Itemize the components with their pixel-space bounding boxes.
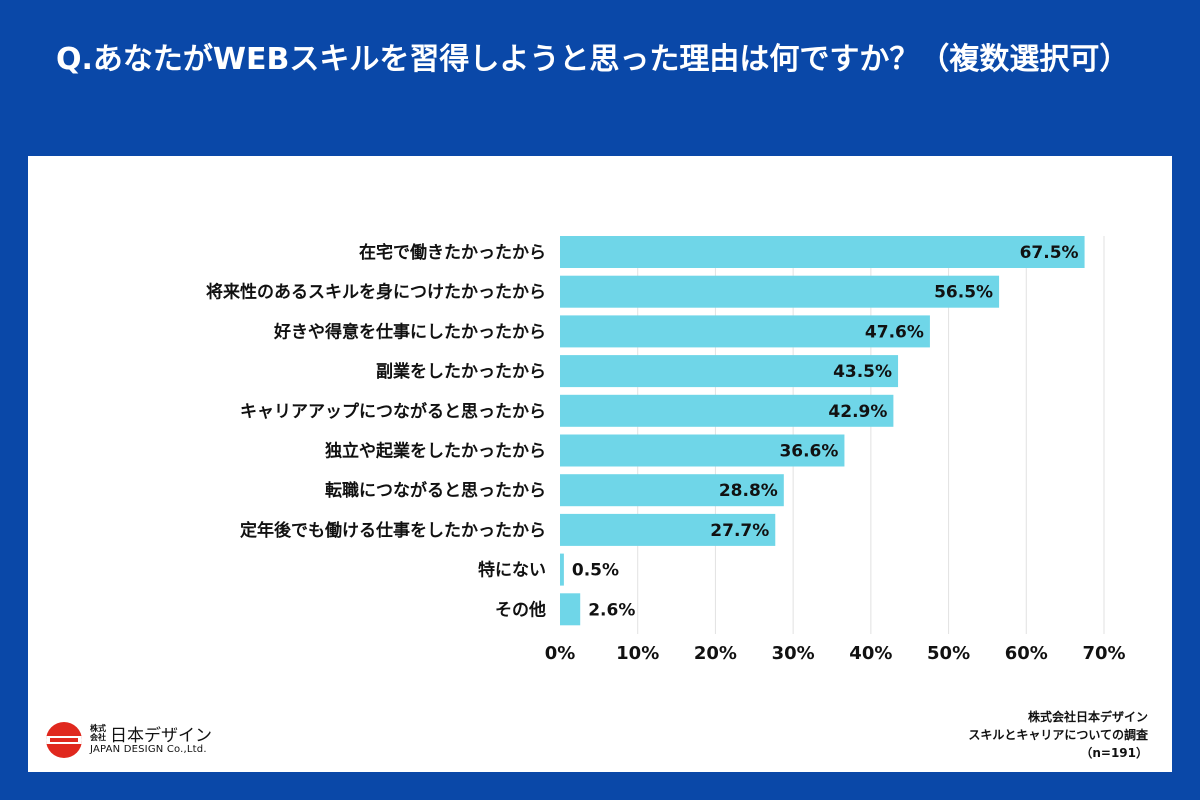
chart-panel: 在宅で働きたかったから将来性のあるスキルを身につけたかったから好きや得意を仕事に… (28, 156, 1172, 772)
bar (560, 275, 1000, 308)
logo-mark-icon (46, 722, 82, 758)
bar (560, 513, 776, 546)
company-logo: 株式会社 日本デザイン JAPAN DESIGN Co.,Ltd. (46, 720, 246, 760)
x-tick-label: 20% (694, 643, 737, 664)
source-note: 株式会社日本デザイン スキルとキャリアについての調査 （n=191） (968, 708, 1148, 762)
bars (560, 236, 1085, 626)
value-label: 36.6% (779, 442, 838, 462)
value-label: 2.6% (588, 600, 635, 620)
bar (560, 394, 894, 427)
value-label: 56.5% (934, 283, 993, 303)
category-label: 独立や起業をしたかったから (325, 441, 546, 462)
logo-english-name: JAPAN DESIGN Co.,Ltd. (90, 744, 207, 755)
x-tick-label: 60% (1005, 643, 1048, 664)
value-label: 67.5% (1020, 243, 1079, 263)
bar (560, 553, 564, 586)
bar (560, 236, 1085, 268)
category-labels: 在宅で働きたかったから将来性のあるスキルを身につけたかったから好きや得意を仕事に… (206, 242, 546, 620)
bar (560, 474, 784, 507)
value-label: 27.7% (710, 521, 769, 541)
category-label: その他 (495, 599, 546, 620)
source-survey: スキルとキャリアについての調査 (968, 728, 1148, 742)
source-sample-size: （n=191） (1080, 746, 1148, 760)
value-label: 28.8% (719, 481, 778, 501)
value-label: 47.6% (865, 322, 924, 342)
category-label: 副業をしたかったから (376, 361, 546, 382)
logo-name: 日本デザイン (110, 726, 212, 746)
value-label: 0.5% (572, 561, 619, 581)
bar (560, 593, 581, 626)
logo-kabushiki: 株式会社 (90, 724, 106, 742)
bar (560, 315, 930, 348)
category-label: 定年後でも働ける仕事をしたかったから (240, 520, 546, 541)
bar (560, 434, 845, 467)
category-label: 転職につながると思ったから (325, 480, 546, 501)
x-tick-label: 30% (772, 643, 815, 664)
bar-chart: 在宅で働きたかったから将来性のあるスキルを身につけたかったから好きや得意を仕事に… (206, 236, 1126, 664)
bar (560, 355, 899, 388)
category-label: キャリアアップにつながると思ったから (240, 401, 546, 422)
x-axis-tick-labels: 0% 10% 20% 30% 40% 50% 60% 70% (545, 643, 1126, 664)
category-label: 在宅で働きたかったから (359, 242, 546, 263)
page-title: Q.あなたがWEBスキルを習得しようと思った理由は何ですか？（複数選択可） (56, 42, 1130, 77)
x-tick-label: 10% (616, 643, 659, 664)
value-label: 43.5% (833, 362, 892, 382)
category-label: 将来性のあるスキルを身につけたかったから (206, 282, 546, 303)
value-label: 42.9% (828, 402, 887, 422)
source-company: 株式会社日本デザイン (1027, 710, 1148, 724)
x-tick-label: 0% (545, 643, 576, 664)
x-tick-label: 40% (849, 643, 892, 664)
value-labels: 67.5% 56.5% 47.6% 43.5% 42.9% 36.6%28.8% 27.7%… (572, 243, 1079, 620)
x-tick-label: 50% (927, 643, 970, 664)
category-label: 好きや得意を仕事にしたかったから (273, 321, 546, 342)
x-tick-label: 70% (1082, 643, 1125, 664)
category-label: 特にない (478, 560, 546, 581)
